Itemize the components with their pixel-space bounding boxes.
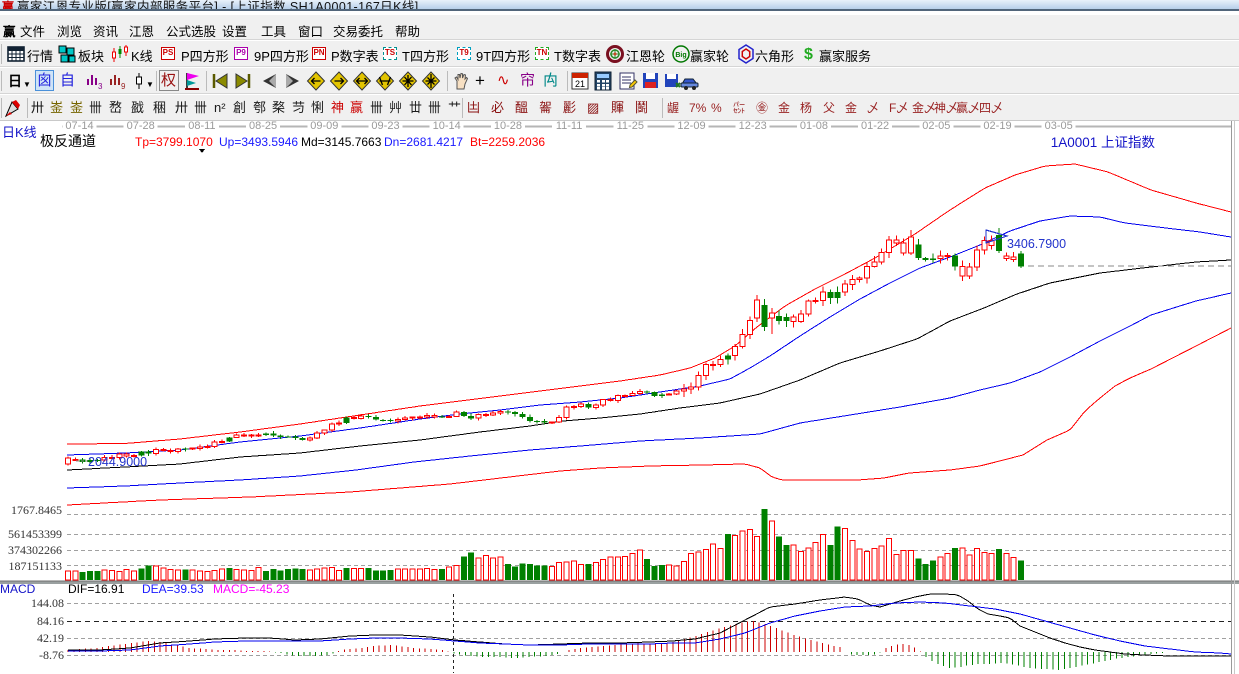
svg-text:07-28: 07-28 xyxy=(127,121,155,132)
svg-text:02-05: 02-05 xyxy=(922,121,950,132)
svg-text:Md=3145.7663: Md=3145.7663 xyxy=(301,135,382,149)
svg-text:10-28: 10-28 xyxy=(494,121,522,132)
svg-text:01-08: 01-08 xyxy=(800,121,828,132)
svg-text:01-22: 01-22 xyxy=(861,121,889,132)
svg-text:Up=3493.5946: Up=3493.5946 xyxy=(219,135,298,149)
svg-text:1767.8465: 1767.8465 xyxy=(11,503,62,517)
svg-text:374302266: 374302266 xyxy=(8,543,62,557)
svg-text:1A0001 上证指数: 1A0001 上证指数 xyxy=(1051,135,1156,150)
svg-text:10-14: 10-14 xyxy=(433,121,461,132)
svg-text:08-25: 08-25 xyxy=(249,121,277,132)
svg-text:84.16: 84.16 xyxy=(37,614,64,628)
svg-text:DIF=16.91: DIF=16.91 xyxy=(68,582,125,596)
svg-text:07-14: 07-14 xyxy=(65,121,93,132)
svg-text:-8.76: -8.76 xyxy=(39,648,64,662)
svg-text:Dn=2681.4217: Dn=2681.4217 xyxy=(384,135,463,149)
svg-text:11-11: 11-11 xyxy=(556,121,583,132)
svg-text:2044.9000: 2044.9000 xyxy=(88,455,147,469)
svg-text:03-05: 03-05 xyxy=(1045,121,1073,132)
svg-text:DEA=39.53: DEA=39.53 xyxy=(142,582,204,596)
svg-text:Big: Big xyxy=(675,52,686,59)
svg-text:21: 21 xyxy=(575,79,585,89)
svg-text:3406.7900: 3406.7900 xyxy=(1007,237,1066,251)
svg-text:日K线: 日K线 xyxy=(2,125,37,140)
svg-text:Tp=3799.1070: Tp=3799.1070 xyxy=(135,135,213,149)
svg-text:09-09: 09-09 xyxy=(310,121,338,132)
svg-text:08-11: 08-11 xyxy=(188,121,215,132)
svg-text:极反通道: 极反通道 xyxy=(40,133,96,149)
svg-text:3: 3 xyxy=(98,82,103,91)
svg-text:Bt=2259.2036: Bt=2259.2036 xyxy=(470,135,545,149)
svg-text:12-09: 12-09 xyxy=(677,121,705,132)
svg-text:11-25: 11-25 xyxy=(617,121,644,132)
svg-text:42.19: 42.19 xyxy=(37,631,64,645)
svg-text:MACD=-45.23: MACD=-45.23 xyxy=(213,582,290,596)
svg-text:MACD: MACD xyxy=(0,582,36,596)
svg-text:561453399: 561453399 xyxy=(8,527,62,541)
svg-text:09-23: 09-23 xyxy=(371,121,399,132)
svg-text:02-19: 02-19 xyxy=(983,121,1011,132)
svg-text:144.08: 144.08 xyxy=(31,596,64,610)
svg-text:9: 9 xyxy=(121,82,126,91)
svg-text:12-23: 12-23 xyxy=(739,121,767,132)
svg-text:187151133: 187151133 xyxy=(8,559,62,573)
